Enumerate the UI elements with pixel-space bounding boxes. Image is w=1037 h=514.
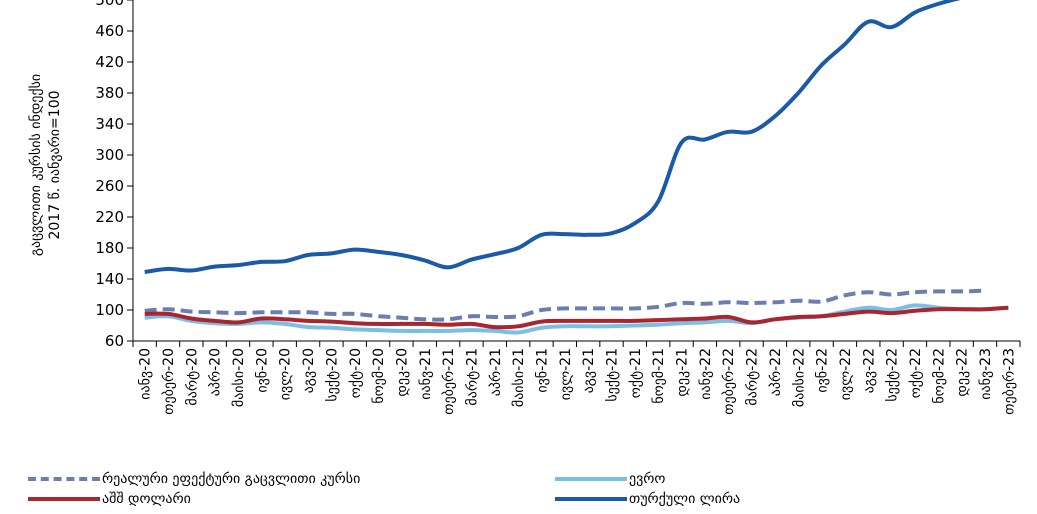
x-tick-label: თებერ-21 — [440, 348, 457, 415]
x-tick-label: იანვ-23 — [978, 348, 994, 400]
x-tick-label: აგვ-21 — [581, 348, 597, 393]
plot-area: 60 100 140 180 220 260 300 340 380 420 460 500 იანვ-… — [95, 0, 1021, 415]
x-tick-label: ნოემ-22 — [931, 348, 947, 404]
x-tick-label: მაისი-20 — [231, 348, 247, 407]
x-tick-label: თებერ-23 — [1000, 348, 1017, 415]
y-tick-label: 180 — [95, 239, 124, 257]
x-tick-label: მარტ-20 — [183, 348, 200, 406]
x-tick-label: აპრ-21 — [487, 348, 504, 396]
x-tick-label: აპრ-22 — [767, 348, 784, 396]
x-tick-label: სექტ-20 — [324, 348, 340, 402]
y-tick-label: 300 — [95, 146, 124, 164]
x-tick-label: სექტ-22 — [885, 348, 901, 402]
x-tick-label: დეკ-21 — [675, 348, 691, 397]
x-tick-label: იანვ-20 — [138, 348, 154, 400]
x-tick-label: დეკ-22 — [955, 348, 971, 397]
x-tick-label: ივნ-22 — [815, 348, 831, 393]
x-tick-label: მაისი-21 — [511, 348, 527, 407]
y-tick-label: 100 — [95, 301, 124, 319]
x-tick-label: მარტ-22 — [744, 348, 761, 406]
x-tick-label: ნოემ-21 — [651, 348, 667, 404]
x-tick-label: აგვ-20 — [301, 348, 317, 393]
y-axis-label: გაცვლითი კურსის ინდექსი 2017 წ. იანვარი=1… — [27, 74, 63, 256]
x-tick-label: მარტ-21 — [463, 348, 480, 406]
y-tick-label: 420 — [95, 53, 124, 71]
x-tick-label: ივნ-21 — [534, 348, 550, 393]
y-tick-label: 460 — [95, 22, 124, 40]
x-tick-label: აგვ-22 — [861, 348, 877, 393]
x-tick-label: ოქტ-21 — [628, 348, 644, 398]
series-line-usd — [144, 305, 1009, 330]
y-tick-label: 380 — [95, 84, 124, 102]
x-tick-label: იანვ-21 — [418, 348, 434, 400]
x-tick-label: ივნ-20 — [254, 348, 270, 393]
x-tick-label: თებერ-20 — [160, 348, 177, 415]
y-tick-label: 260 — [95, 177, 124, 195]
y-tick-label: 60 — [105, 332, 124, 350]
x-tick-label: ივლ-22 — [838, 348, 854, 400]
y-tick-label: 340 — [95, 115, 124, 133]
x-tick-label: დეკ-20 — [394, 348, 410, 397]
x-tick-label: აპრ-20 — [207, 348, 224, 396]
x-tick-label: ნოემ-20 — [371, 348, 387, 404]
x-tick-label: მაისი-22 — [791, 348, 807, 407]
x-tick-label: თებერ-22 — [720, 348, 737, 415]
series-line-reer — [144, 288, 986, 322]
x-tick-label: ოქტ-20 — [348, 348, 364, 398]
x-tick-label: ოქტ-22 — [908, 348, 924, 398]
x-tick-label: ივლ-21 — [558, 348, 574, 400]
y-tick-label: 220 — [95, 208, 124, 226]
x-tick-label: იანვ-22 — [698, 348, 714, 400]
x-tick-label: ივლ-20 — [278, 348, 294, 400]
y-axis-label-line: 2017 წ. იანვარი=100 — [46, 90, 63, 239]
x-tick-label: სექტ-21 — [605, 348, 621, 402]
series-line-euro — [144, 303, 1009, 335]
series-line-try — [144, 0, 961, 274]
y-tick-label: 140 — [95, 270, 124, 288]
y-tick-label: 500 — [95, 0, 124, 9]
y-axis-label-line: გაცვლითი კურსის ინდექსი — [27, 74, 44, 256]
